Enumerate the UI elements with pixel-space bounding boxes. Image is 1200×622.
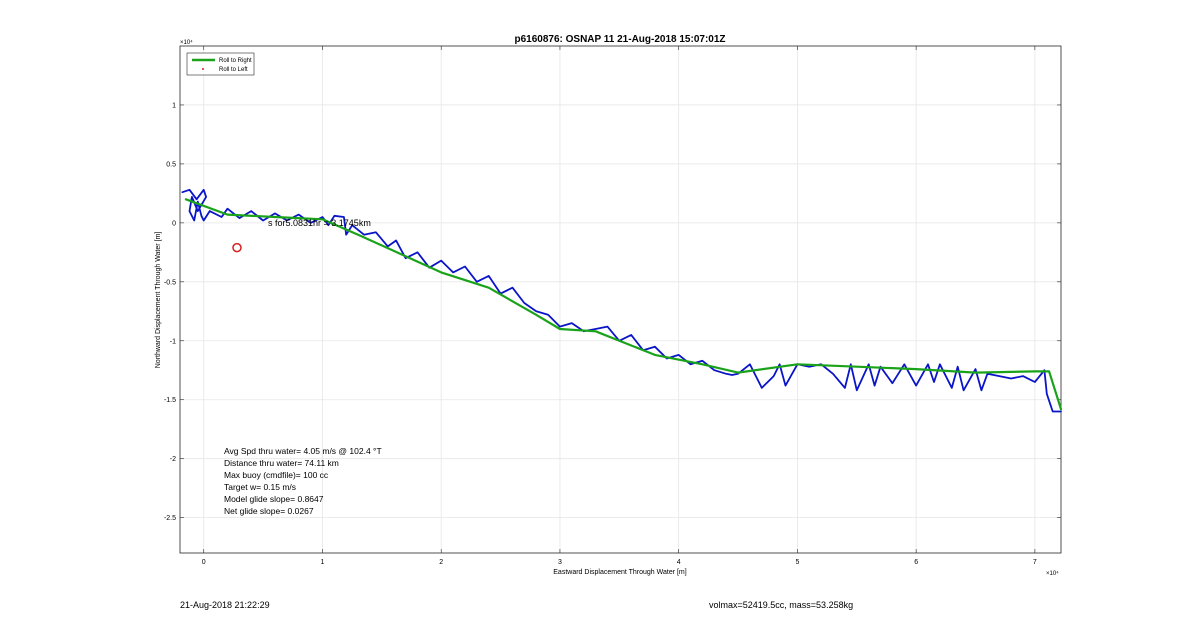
x-tick-label: 4 bbox=[677, 559, 681, 566]
red-circle-marker bbox=[232, 242, 242, 253]
stats-annotation: Avg Spd thru water= 4.05 m/s @ 102.4 °T … bbox=[224, 446, 382, 516]
x-tick-label: 3 bbox=[558, 559, 562, 566]
y-axis-label: Northward Displacement Through Water [m] bbox=[155, 232, 162, 369]
stat-net-glide: Net glide slope= 0.0267 bbox=[224, 506, 314, 516]
y-tick-label: 0 bbox=[172, 220, 176, 227]
y-tick-label: -2.5 bbox=[164, 515, 176, 522]
legend-label-roll-left: Roll to Left bbox=[219, 67, 248, 73]
x-tick-label: 0 bbox=[202, 559, 206, 566]
series-line-track bbox=[181, 188, 1062, 413]
legend-label-roll-right: Roll to Right bbox=[219, 58, 252, 64]
series-line-roll-to-right bbox=[184, 198, 1063, 411]
x-axis-label: Eastward Displacement Through Water [m] bbox=[553, 569, 686, 576]
stat-model-glide: Model glide slope= 0.8647 bbox=[224, 494, 324, 504]
y-tick-label: 0.5 bbox=[166, 161, 176, 168]
y-exponent-label: ×10⁴ bbox=[180, 39, 193, 46]
ticks: 0 1 2 3 4 5 6 7 1 0.5 0 -0.5 -1 -1.5 -2 -2.5 bbox=[164, 46, 1061, 566]
axes-box bbox=[179, 45, 1062, 554]
footer-timestamp: 21-Aug-2018 21:22:29 bbox=[180, 600, 270, 610]
x-exponent-label: ×10⁴ bbox=[1046, 570, 1059, 577]
series bbox=[181, 188, 1063, 413]
y-tick-label: 1 bbox=[172, 102, 176, 109]
legend-dot-roll-left bbox=[202, 68, 204, 70]
stat-distance: Distance thru water= 74.11 km bbox=[224, 458, 339, 468]
x-tick-label: 2 bbox=[439, 559, 443, 566]
markers bbox=[232, 242, 242, 253]
footer-volume-mass: volmax=52419.5cc, mass=53.258kg bbox=[709, 600, 854, 610]
x-tick-label: 6 bbox=[914, 559, 918, 566]
stat-avg-speed: Avg Spd thru water= 4.05 m/s @ 102.4 °T bbox=[224, 446, 382, 456]
near-origin-annotation: s for5.0831hr = 3.1745km bbox=[268, 218, 371, 228]
x-tick-label: 7 bbox=[1033, 559, 1037, 566]
x-tick-label: 5 bbox=[795, 559, 799, 566]
chart-title: p6160876: OSNAP 11 21-Aug-2018 15:07:01Z bbox=[514, 34, 725, 45]
y-tick-label: -0.5 bbox=[164, 279, 176, 286]
y-tick-label: -1.5 bbox=[164, 397, 176, 404]
stat-max-buoy: Max buoy (cmdfile)= 100 cc bbox=[224, 470, 329, 480]
legend: Roll to Right Roll to Left bbox=[186, 52, 255, 76]
x-tick-label: 1 bbox=[321, 559, 325, 566]
y-tick-label: -1 bbox=[170, 338, 176, 345]
stat-target-w: Target w= 0.15 m/s bbox=[224, 482, 296, 492]
y-tick-label: -2 bbox=[170, 456, 176, 463]
